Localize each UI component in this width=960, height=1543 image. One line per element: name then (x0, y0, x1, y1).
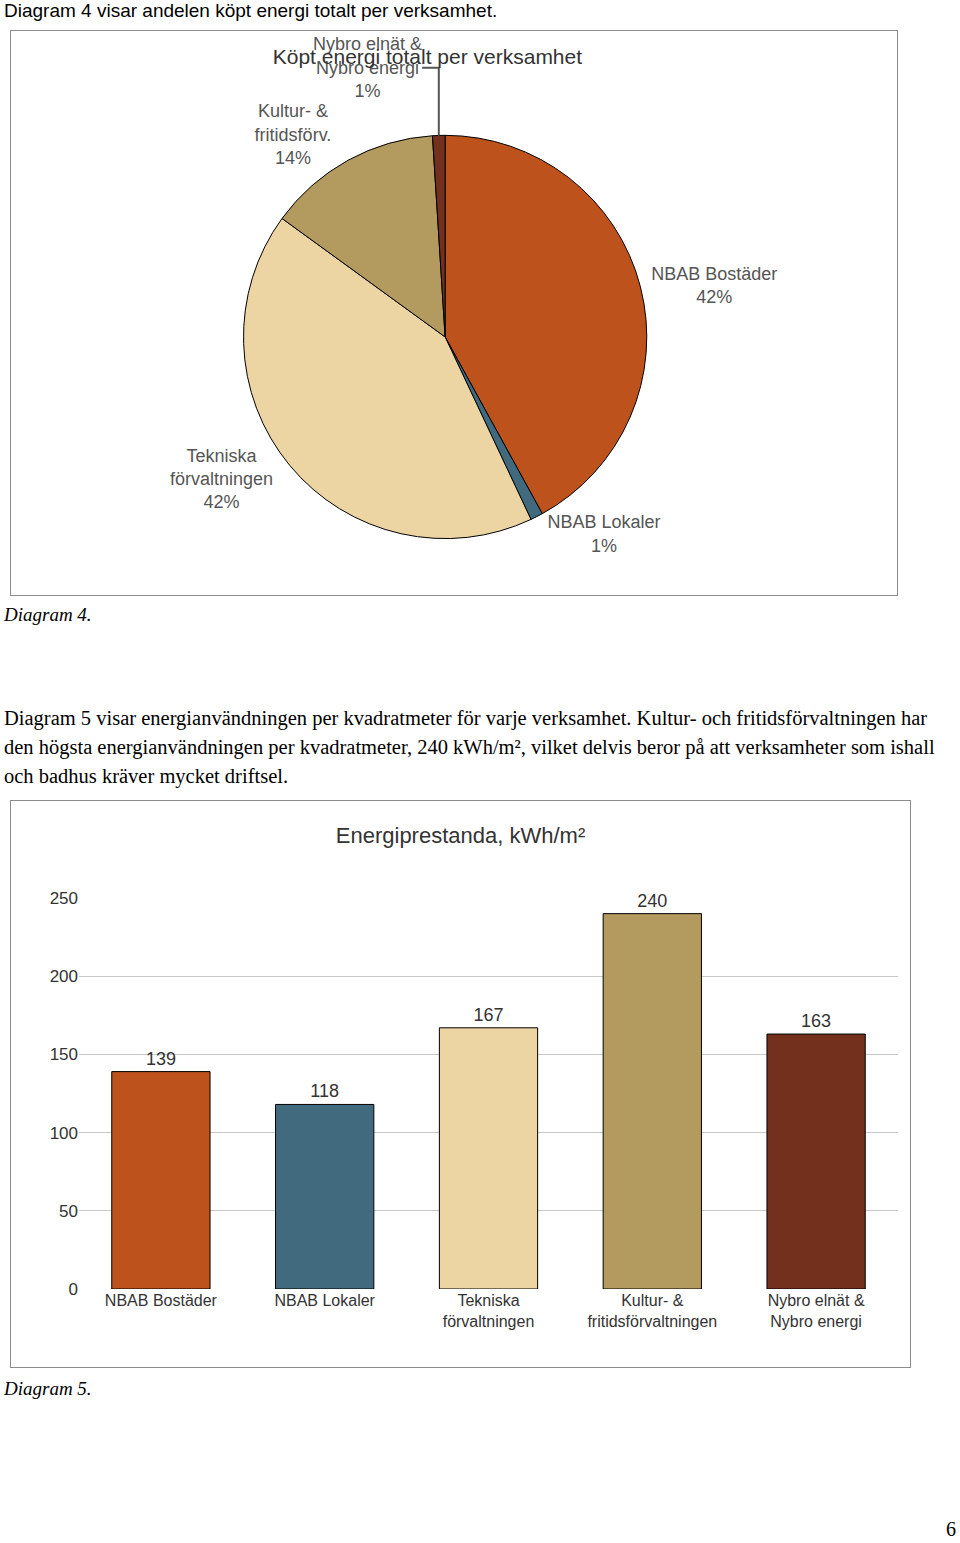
svg-text:NBAB Lokaler: NBAB Lokaler (274, 1292, 375, 1309)
html-text:Diagram 5.: Diagram 5. (4, 1378, 92, 1399)
svg-text:Nybro elnät &Nybro energi1%: Nybro elnät &Nybro energi1% (313, 34, 422, 101)
svg-text:163: 163 (801, 1011, 831, 1031)
svg-text:0: 0 (69, 1280, 78, 1299)
svg-text:NBAB Lokaler1%: NBAB Lokaler1% (548, 512, 661, 555)
svg-text:250: 250 (50, 889, 78, 908)
svg-text:Kultur- &fritidsförvaltningen: Kultur- &fritidsförvaltningen (587, 1292, 717, 1330)
html-text:6: 6 (946, 1518, 956, 1540)
html-text:Diagram 5 visar energianvändni: Diagram 5 visar energianvändningen per k… (4, 707, 935, 787)
svg-text:167: 167 (473, 1005, 503, 1025)
svg-text:Tekniskaförvaltningen42%: Tekniskaförvaltningen42% (170, 446, 273, 513)
svg-text:Köpt energi totalt per verksam: Köpt energi totalt per verksamhet (273, 45, 582, 68)
svg-text:240: 240 (637, 891, 667, 911)
svg-text:200: 200 (50, 967, 78, 986)
svg-text:Nybro elnät &Nybro energi: Nybro elnät &Nybro energi (768, 1292, 865, 1330)
svg-text:NBAB Bostäder: NBAB Bostäder (105, 1292, 218, 1309)
svg-text:100: 100 (50, 1124, 78, 1143)
html-text:Diagram 4.: Diagram 4. (4, 604, 92, 625)
svg-text:50: 50 (59, 1202, 78, 1221)
svg-text:Energiprestanda, kWh/m²: Energiprestanda, kWh/m² (336, 823, 585, 848)
svg-text:118: 118 (310, 1081, 339, 1101)
svg-text:NBAB Bostäder42%: NBAB Bostäder42% (651, 264, 777, 307)
svg-text:Kultur- &fritidsförv.14%: Kultur- &fritidsförv.14% (255, 101, 332, 168)
svg-text:150: 150 (50, 1045, 78, 1064)
html-text:Diagram 4 visar andelen köpt e: Diagram 4 visar andelen köpt energi tota… (4, 0, 498, 21)
svg-text:139: 139 (146, 1049, 176, 1069)
svg-text:Tekniskaförvaltningen: Tekniskaförvaltningen (443, 1292, 535, 1330)
